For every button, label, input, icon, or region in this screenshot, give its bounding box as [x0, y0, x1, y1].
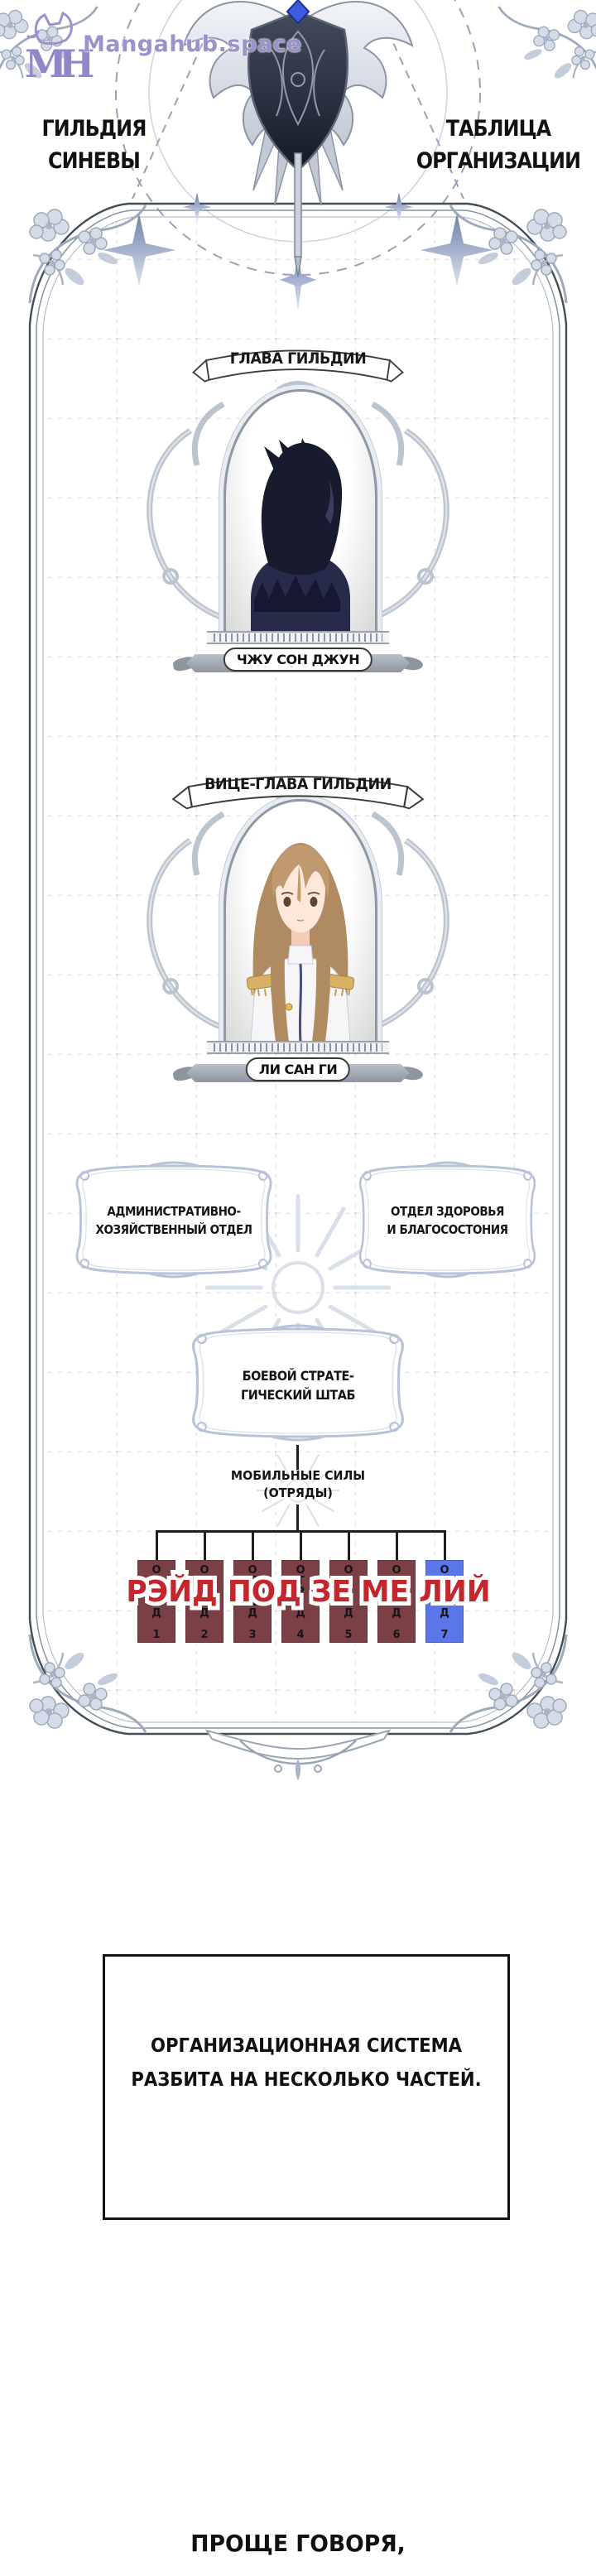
squad-box-4: ОТРЯД 4 — [281, 1560, 320, 1643]
vice-name-ribbon: ЛИ САН ГИ — [171, 1054, 425, 1092]
mobile-forces-line1: МОБИЛЬНЫЕ СИЛЫ — [230, 1468, 366, 1483]
vice-portrait — [246, 843, 355, 1042]
vice-role-banner: ВИЦЕ-ГЛАВА ГИЛЬДИИ — [170, 763, 426, 813]
footer-narration: ПРОЩЕ ГОВОРЯ, — [190, 2530, 406, 2557]
emblem-sword — [294, 152, 302, 277]
vice-portrait-frame: ЛИ САН ГИ — [116, 774, 480, 1105]
ribbon-banner-icon — [192, 349, 404, 383]
connector-hq-to-forces — [296, 1445, 299, 1470]
squad-box-2: ОТРЯД 2 — [185, 1560, 223, 1643]
department-box-admin: АДМИНИСТРАТИВНО- ХОЗЯЙСТВЕННЫЙ ОТДЕЛ — [70, 1158, 277, 1282]
bottom-flourish-icon — [204, 1729, 392, 1780]
department-health-line1: ОТДЕЛ ЗДОРОВЬЯ — [391, 1204, 504, 1219]
vice-portrait-window — [223, 799, 377, 1044]
title-left-line2: СИНЕВЫ — [48, 148, 141, 174]
watermark-logo: MH — [25, 12, 94, 83]
title-right-line2: ОРГАНИЗАЦИИ — [416, 148, 581, 174]
leader-name: ЧЖУ СОН ДЖУН — [223, 648, 373, 672]
page-title-right: ТАБЛИЦА ОРГАНИЗАЦИИ — [404, 113, 593, 177]
page-title-left: ГИЛЬДИЯ СИНЕВЫ — [5, 113, 183, 177]
ornate-ribbon-frame-icon — [75, 1161, 272, 1278]
mobile-forces-label: МОБИЛЬНЫЕ СИЛЫ (ОТРЯДЫ) — [219, 1467, 377, 1502]
ribbon-banner-icon — [171, 776, 425, 810]
vice-role-label: ВИЦЕ-ГЛАВА ГИЛЬДИИ — [204, 775, 392, 793]
squad-label-4: ОТРЯД 4 — [294, 1563, 307, 1639]
caption-line2: РАЗБИТА НА НЕСКОЛЬКО ЧАСТЕЙ. — [131, 2069, 482, 2091]
ornate-ribbon-frame-icon — [358, 1161, 536, 1278]
caption-box: ОРГАНИЗАЦИОННАЯ СИСТЕМА РАЗБИТА НА НЕСКО… — [103, 1954, 510, 2220]
dashed-circle-icon — [115, 0, 481, 276]
squad-label-7: ОТРЯД 7 — [438, 1563, 451, 1639]
leader-portrait — [251, 438, 350, 632]
leader-portrait-frame: ЧЖУ СОН ДЖУН — [116, 364, 480, 696]
department-admin-line1: АДМИНИСТРАТИВНО- — [107, 1204, 241, 1219]
squad-box-7: ОТРЯД 7 — [425, 1560, 464, 1643]
raid-overlay-text: РЭЙД ПОД ЗЕ МЕ ЛИЙ — [126, 1575, 491, 1609]
connector-drop-2 — [204, 1532, 206, 1562]
department-health-line2: И БЛАГОСОСТОНИЯ — [387, 1222, 508, 1237]
squad-box-6: ОТРЯД 6 — [377, 1560, 416, 1643]
combat-hq-line2: ГИЧЕСКИЙ ШТАБ — [240, 1387, 356, 1403]
connector-drop-5 — [348, 1532, 350, 1562]
portrait-pedestal — [207, 631, 389, 644]
squad-label-2: ОТРЯД 2 — [198, 1563, 211, 1639]
department-admin-line2: ХОЗЯЙСТВЕННЫЙ ОТДЕЛ — [95, 1222, 252, 1237]
ornate-ribbon-frame-icon — [192, 1324, 404, 1442]
title-right-line1: ТАБЛИЦА — [445, 116, 551, 142]
connector-drop-4 — [300, 1532, 302, 1562]
caption-line1: ОРГАНИЗАЦИОННАЯ СИСТЕМА — [150, 2035, 463, 2057]
leader-role-banner: ГЛАВА ГИЛЬДИИ — [190, 338, 406, 386]
watermark-site: Mangahub.space — [83, 31, 302, 57]
fox-icon — [26, 12, 73, 45]
watermark-initials: MH — [25, 41, 94, 86]
portrait-pedestal — [207, 1041, 389, 1054]
title-left-line1: ГИЛЬДИЯ — [41, 116, 147, 142]
leader-portrait-window — [223, 389, 377, 634]
squad-label-3: ОТРЯД 3 — [246, 1563, 259, 1639]
connector-horizontal-branch — [156, 1530, 446, 1533]
squad-label-5: ОТРЯД 5 — [342, 1563, 355, 1639]
connector-drop-3 — [252, 1532, 254, 1562]
department-box-health: ОТДЕЛ ЗДОРОВЬЯ И БЛАГОСОСТОНИЯ — [354, 1158, 541, 1282]
squad-box-5: ОТРЯД 5 — [329, 1560, 368, 1643]
mobile-forces-line2: (ОТРЯДЫ) — [263, 1485, 333, 1500]
combat-hq-box: БОЕВОЙ СТРАТЕ- ГИЧЕСКИЙ ШТАБ — [186, 1321, 410, 1445]
guild-emblem-icon — [182, 0, 414, 277]
squad-label-6: ОТРЯД 6 — [390, 1563, 403, 1639]
connector-drop-6 — [396, 1532, 398, 1562]
emblem-gem — [286, 0, 310, 25]
leader-role-label: ГЛАВА ГИЛЬДИИ — [229, 349, 367, 368]
leader-name-ribbon: ЧЖУ СОН ДЖУН — [171, 644, 425, 682]
squad-label-1: ОТРЯД 1 — [150, 1563, 163, 1639]
squad-box-1: ОТРЯД 1 — [137, 1560, 175, 1643]
combat-hq-line1: БОЕВОЙ СТРАТЕ- — [242, 1368, 354, 1384]
connector-drop-7 — [444, 1532, 446, 1562]
squad-box-3: ОТРЯД 3 — [233, 1560, 272, 1643]
vice-name: ЛИ САН ГИ — [245, 1057, 351, 1081]
connector-drop-1 — [156, 1532, 158, 1562]
connector-forces-to-branch — [296, 1505, 299, 1531]
